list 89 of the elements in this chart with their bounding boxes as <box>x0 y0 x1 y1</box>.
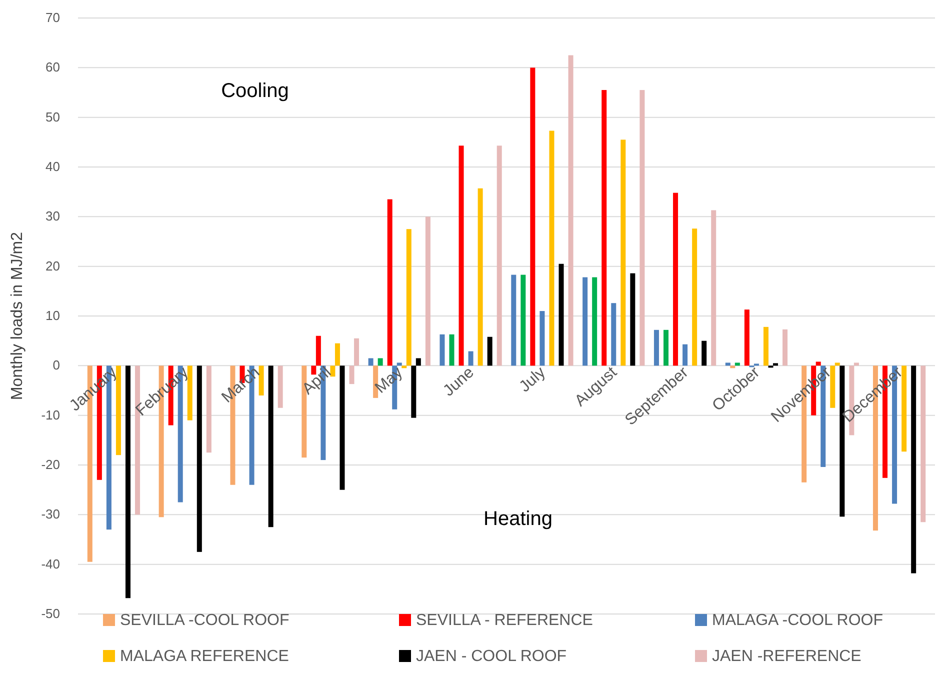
bar <box>540 311 545 366</box>
y-axis-title: Monthly loads in MJ/m2 <box>9 232 26 400</box>
bar <box>402 366 407 368</box>
bar <box>816 362 821 366</box>
bar <box>911 366 916 574</box>
x-tick-label: July <box>516 364 549 396</box>
bar <box>692 228 698 366</box>
bar <box>458 146 464 366</box>
bar <box>682 344 688 366</box>
bar <box>187 366 192 420</box>
bar <box>620 140 626 366</box>
bar <box>278 366 283 408</box>
y-tick-label: 30 <box>46 208 60 224</box>
legend-label: JAEN -REFERENCE <box>712 648 862 665</box>
bar <box>387 199 392 366</box>
y-tick-label: -30 <box>41 506 60 522</box>
bar <box>425 216 430 366</box>
legend-label: SEVILLA -COOL ROOF <box>120 612 290 629</box>
bar <box>711 210 716 366</box>
y-tick-label: -40 <box>41 556 60 572</box>
bar <box>378 358 383 366</box>
bar <box>487 336 492 366</box>
bar <box>520 274 526 366</box>
bar <box>702 340 707 366</box>
bar <box>592 277 598 366</box>
bar <box>673 192 678 366</box>
bar <box>730 366 736 368</box>
y-tick-label: 20 <box>46 258 60 274</box>
bar <box>734 362 740 366</box>
bar <box>654 330 659 366</box>
bar <box>334 343 340 366</box>
bar <box>530 68 536 366</box>
bar <box>406 229 412 366</box>
bar <box>449 334 454 366</box>
bar <box>830 366 836 408</box>
bar <box>411 366 416 418</box>
bar <box>902 366 907 452</box>
bar <box>834 362 840 366</box>
legend-label: JAEN - COOL ROOF <box>416 648 567 665</box>
bar <box>568 55 574 366</box>
bar <box>340 366 345 490</box>
y-tick-label: -50 <box>41 606 60 621</box>
bar <box>258 366 264 396</box>
bar <box>602 90 607 366</box>
y-tick-label: -20 <box>41 457 60 472</box>
bar <box>416 358 421 366</box>
bar <box>125 366 130 598</box>
legend-label: MALAGA REFERENCE <box>120 648 289 665</box>
bar <box>773 363 778 366</box>
annotation: Heating <box>484 508 552 530</box>
bar <box>311 366 316 375</box>
bar <box>316 336 321 366</box>
bar <box>725 362 730 366</box>
bar <box>782 329 788 366</box>
bar <box>468 351 474 366</box>
bar <box>763 326 768 366</box>
bar <box>511 274 516 366</box>
annotation: Cooling <box>221 80 289 102</box>
bar <box>640 90 645 366</box>
bar <box>206 366 212 453</box>
y-tick-label: -10 <box>41 407 60 422</box>
legend-label: SEVILLA - REFERENCE <box>416 612 593 629</box>
bar <box>368 358 374 366</box>
bar <box>630 273 636 366</box>
y-tick-label: 10 <box>46 308 60 323</box>
bar <box>396 362 402 366</box>
y-tick-label: 40 <box>46 159 60 174</box>
bar <box>116 366 121 456</box>
bar <box>330 366 336 377</box>
y-tick-label: 70 <box>46 10 60 25</box>
bar <box>920 366 926 522</box>
bar <box>744 310 750 366</box>
bar <box>268 366 274 528</box>
bar <box>196 366 202 552</box>
bar <box>854 362 859 366</box>
x-tick-label: May <box>372 364 406 397</box>
legend-label: MALAGA -COOL ROOF <box>712 612 884 629</box>
bar <box>496 146 502 366</box>
y-tick-label: 50 <box>46 109 60 124</box>
bar <box>549 130 554 366</box>
y-tick-label: 60 <box>46 60 60 75</box>
bar <box>611 303 616 366</box>
bar <box>582 277 588 366</box>
bar <box>440 334 445 366</box>
bar <box>663 330 668 366</box>
bar <box>558 264 564 366</box>
x-tick-label: June <box>440 364 478 400</box>
bar <box>478 188 483 366</box>
y-tick-label: 0 <box>52 358 60 373</box>
